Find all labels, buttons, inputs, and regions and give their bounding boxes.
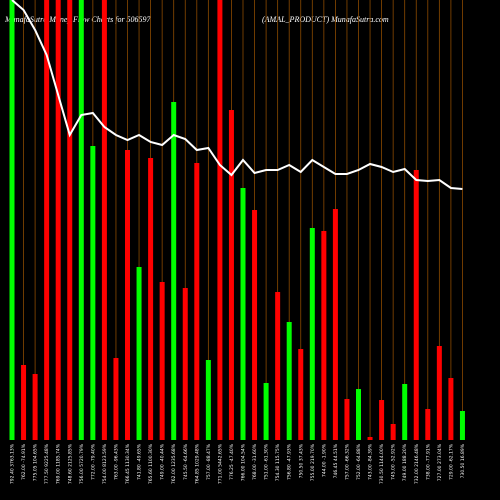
x-tick-label: 745.50 -64.66% <box>183 443 189 480</box>
bar <box>67 0 73 440</box>
x-tick-label: 754.00 8123.59% <box>102 443 108 484</box>
x-tick-label: 757.00 -88.47% <box>206 443 212 480</box>
bar <box>390 424 396 440</box>
x-tick-label: 754.30 115.75% <box>275 443 281 481</box>
bar <box>32 374 38 440</box>
bar <box>402 384 408 440</box>
bar <box>78 0 84 440</box>
bar <box>286 322 292 440</box>
bar <box>275 292 281 440</box>
x-tick-label: 743.00 -84.39% <box>368 443 374 480</box>
money-flow-line <box>11 0 463 190</box>
x-tick-label: 749.00 -40.44% <box>160 443 166 480</box>
x-tick-label: 775.05 104.65% <box>33 443 39 481</box>
x-tick-label: 730.50 16.89% <box>460 443 466 478</box>
bar <box>171 102 177 440</box>
x-tick-label: 729.00 -62.17% <box>448 443 454 480</box>
bar <box>425 409 431 440</box>
bar <box>217 0 223 440</box>
bar <box>90 146 96 440</box>
x-tick-label: 757.00 -66.32% <box>344 443 350 480</box>
bar <box>9 0 15 440</box>
x-tick-label: 763.00 -96.43% <box>113 443 119 480</box>
x-tick-label: 762.00 -74.91% <box>21 443 27 480</box>
x-tick-label: 768.00 -31.60% <box>252 443 258 480</box>
x-tick-label: 771.00 5442.65% <box>217 443 223 484</box>
x-tick-label: 777.50 9225.48% <box>44 443 50 484</box>
x-tick-label: 741.80 -49.65% <box>137 443 143 480</box>
x-tick-label: 776.25 -47.40% <box>229 443 235 480</box>
bar <box>55 0 61 440</box>
bar <box>309 228 315 440</box>
bar <box>252 210 258 440</box>
bar <box>125 150 130 440</box>
bar <box>228 110 234 440</box>
bar <box>321 231 327 440</box>
bar <box>436 346 442 440</box>
bar <box>159 282 165 440</box>
chart-subtitle: (AMAL_PRODUCT) MunafaSutra.com <box>262 15 389 24</box>
x-tick-label: 745.00 -52.92% <box>391 443 397 480</box>
x-tick-label: 746.45 44.51% <box>333 443 339 478</box>
bar <box>194 163 200 440</box>
x-tick-label: 749.00 188.20% <box>402 443 408 481</box>
x-tick-label: 732.00 2146.48% <box>414 443 420 484</box>
bar <box>332 209 338 440</box>
x-tick-label: 755.00 219.70% <box>310 443 316 481</box>
x-tick-label: 762.00 1235.68% <box>171 443 177 484</box>
bar <box>205 360 211 440</box>
x-tick-label: 766.45 1130.34% <box>125 443 131 484</box>
x-tick-label: 738.00 -77.91% <box>425 443 431 480</box>
bar <box>148 158 154 440</box>
bar <box>356 389 361 440</box>
bar <box>263 383 269 440</box>
bar <box>113 358 119 440</box>
x-tick-label: 769.00 1185.74% <box>56 443 62 484</box>
bar <box>379 400 385 440</box>
bar <box>459 411 465 440</box>
x-tick-label: 772.00 -79.40% <box>90 443 96 480</box>
bar <box>367 437 373 440</box>
x-tick-label: 766.00 104.54% <box>241 443 247 481</box>
x-tick-label: 751.00 -61.30% <box>264 443 270 480</box>
bar <box>413 170 419 440</box>
bar <box>298 349 304 440</box>
x-tick-label: 748.60 2125.85% <box>67 443 73 484</box>
x-tick-label: 750.50 37.43% <box>298 443 304 478</box>
bar <box>240 188 246 440</box>
bar <box>136 267 142 440</box>
x-tick-label: 764.85 1029.48% <box>194 443 200 484</box>
x-tick-label: 765.60 1100.30% <box>148 443 154 484</box>
bar <box>182 288 188 440</box>
bar <box>44 0 50 440</box>
bar <box>344 399 350 440</box>
bar <box>448 378 454 440</box>
x-tick-label: 752.00 -64.88% <box>356 443 362 480</box>
bar <box>21 365 27 440</box>
x-tick-label: 756.00 5720.79% <box>79 443 85 484</box>
x-tick-label: 730.50 1144.00% <box>379 443 385 484</box>
x-tick-label: 792.40 3763.13% <box>10 443 16 484</box>
x-tick-label: 744.00 -1.90% <box>321 443 327 477</box>
bar <box>101 0 107 440</box>
x-tick-label: 727.00 273.04% <box>437 443 443 481</box>
chart-title: MunafaSutra Money Flow Charts for 506597 <box>4 15 152 24</box>
x-tick-label: 756.80 -47.93% <box>287 443 293 480</box>
